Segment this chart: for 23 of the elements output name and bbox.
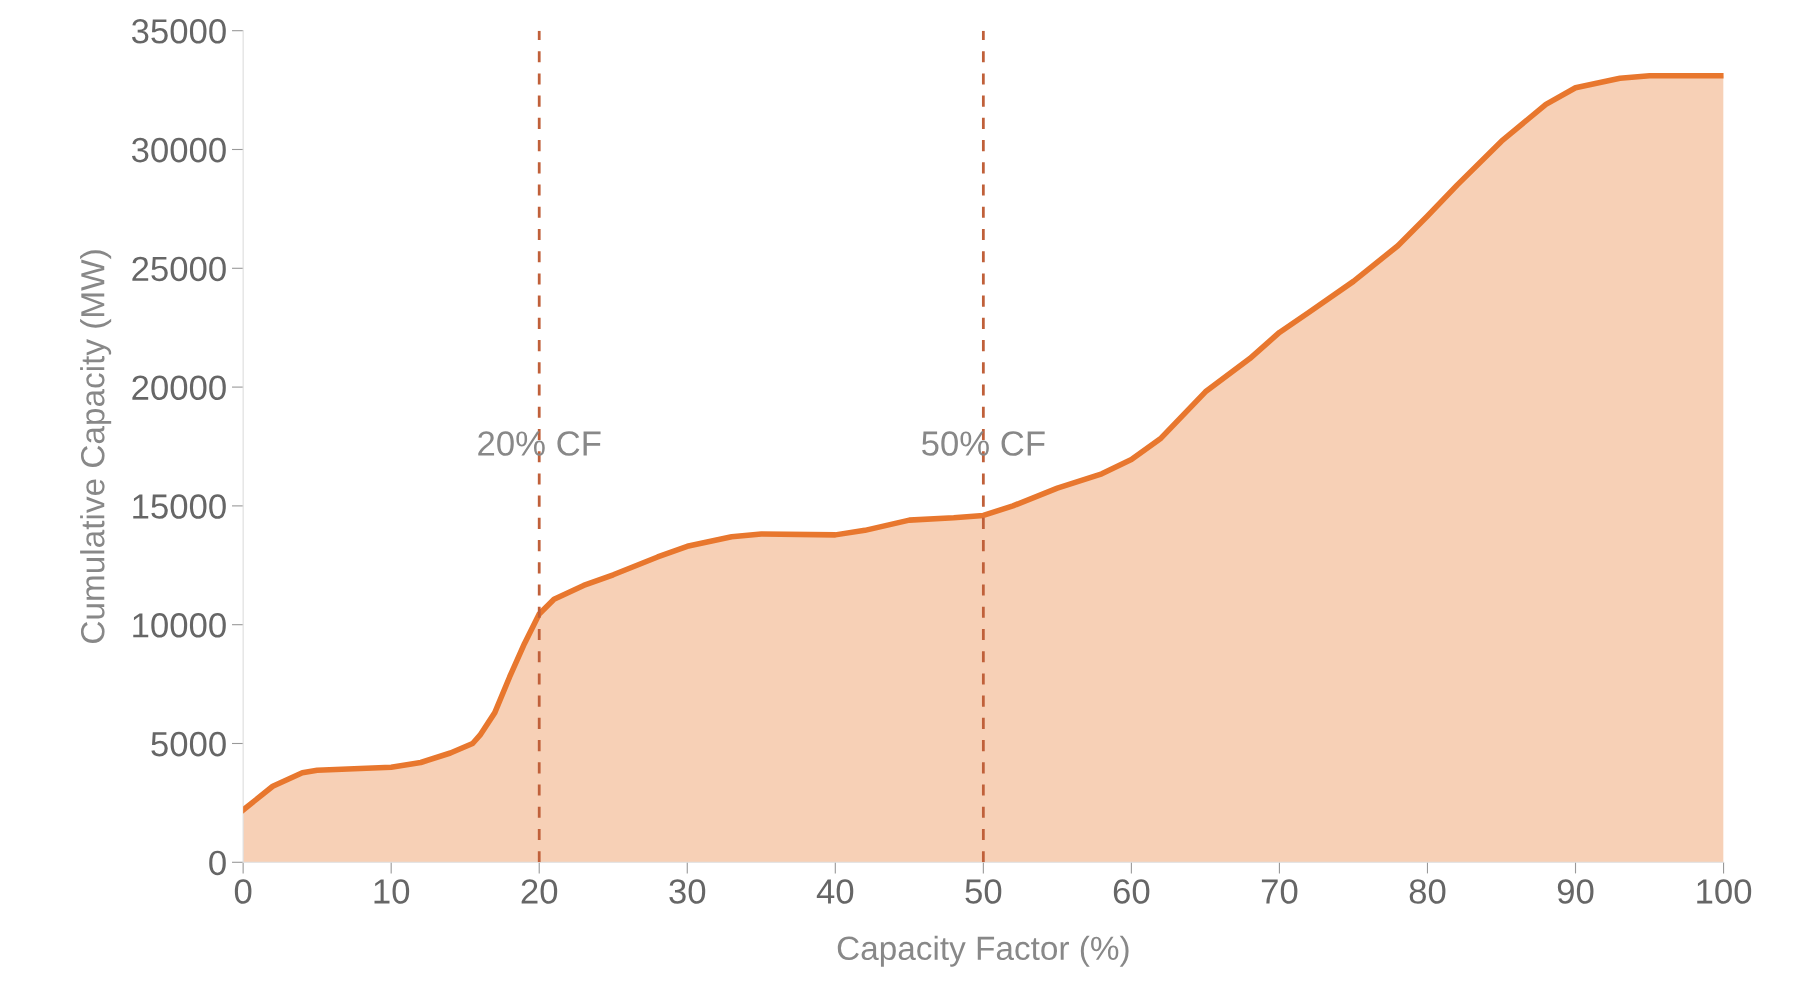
ref-line-label: 50% CF (922, 431, 1045, 456)
y-tick-label: 5000 (151, 731, 226, 757)
y-tick-label: 35000 (131, 19, 226, 44)
y-tick-label: 15000 (133, 494, 226, 519)
ref-line-label: 20% CF (478, 431, 601, 456)
x-tick-label: 100 (1697, 879, 1752, 904)
x-tick-label: 10 (374, 879, 410, 904)
y-tick-label: 10000 (133, 613, 226, 638)
y-tick-label: 0 (209, 850, 226, 876)
x-tick-label: 70 (1261, 879, 1298, 904)
x-tick-label: 50 (965, 879, 1002, 904)
y-tick-label: 20000 (132, 375, 226, 401)
x-tick-label: 60 (1113, 879, 1150, 904)
x-tick-label: 40 (816, 879, 854, 904)
y-tick-label: 30000 (131, 137, 226, 163)
y-tick-label: 25000 (132, 256, 226, 282)
x-axis-title: Capacity Factor (%) (837, 935, 1129, 967)
x-tick-label: 30 (669, 879, 706, 904)
x-tick-label: 90 (1557, 879, 1594, 904)
y-axis-title: Cumulative Capacity (MW) (80, 250, 112, 643)
x-tick-label: 20 (521, 879, 558, 904)
x-tick-label: 0 (234, 879, 252, 904)
x-tick-label: 80 (1409, 879, 1446, 904)
